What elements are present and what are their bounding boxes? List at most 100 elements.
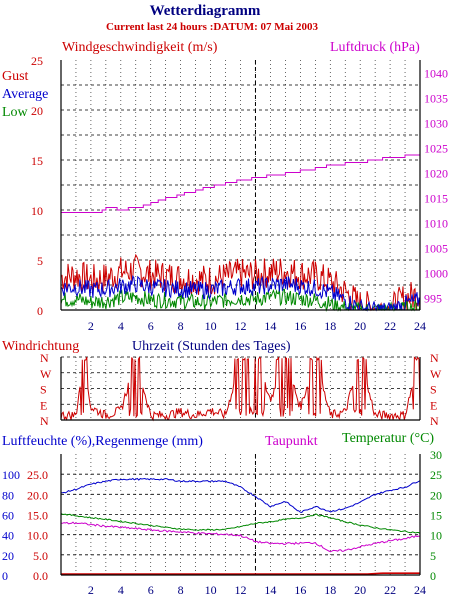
hour-tick-label: 18 (324, 319, 336, 333)
humidity-frame (60, 454, 421, 576)
humidity-series-line (61, 477, 421, 514)
direction-tick-label: N (430, 351, 439, 365)
hour-tick-label: 2 (88, 583, 94, 597)
humidity-grid (61, 454, 420, 575)
rain-tick-label: 10.0 (27, 529, 48, 543)
pressure-tick-label: 995 (424, 292, 442, 306)
wind-speed-tick-label: 5 (37, 254, 43, 268)
direction-tick-label: N (40, 414, 49, 428)
hour-tick-label: 6 (148, 319, 154, 333)
pressure-tick-label: 1040 (424, 67, 448, 81)
wind-series (60, 154, 421, 312)
pressure-tick-label: 1020 (424, 167, 448, 181)
temperature-ticks: 0 5 10 15 20 25 30 (430, 448, 442, 583)
pressure-ticks: 995 1000 1005 1010 1015 1020 1025 1030 1035 1040 (424, 67, 448, 306)
pressure-tick-label: 1025 (424, 142, 448, 156)
hour-tick-label: 4 (118, 319, 124, 333)
humidity-tick-label: 40 (2, 529, 14, 543)
hour-tick-label: 8 (178, 583, 184, 597)
humidity-series (60, 477, 421, 575)
temperature-tick-label: 10 (430, 529, 442, 543)
humidity-tick-label: 0 (2, 569, 8, 583)
legend-low: Low (2, 105, 29, 120)
temperature-tick-label: 5 (430, 549, 436, 563)
wind-speed-tick-label: 20 (31, 104, 43, 118)
pressure-axis-label: Luftdruck (hPa) (330, 40, 420, 55)
direction-frame (60, 357, 421, 421)
hour-tick-label: 22 (384, 319, 396, 333)
hour-tick-label: 6 (148, 583, 154, 597)
hour-tick-label: 14 (264, 583, 276, 597)
rain-tick-label: 0.0 (33, 569, 48, 583)
legend-dewpoint: Taupunkt (265, 434, 318, 449)
hour-tick-label: 2 (88, 319, 94, 333)
rain-tick-label: 5.0 (33, 549, 48, 563)
wind-pressure-panel: Windgeschwindigkeit (m/s) Luftdruck (hPa… (2, 40, 448, 333)
wind-direction-axis-label: Windrichtung (2, 339, 79, 354)
wind-speed-tick-label: 0 (37, 304, 43, 318)
hour-tick-label: 22 (384, 583, 396, 597)
hour-tick-label: 14 (264, 319, 276, 333)
wind-series-gust (60, 253, 421, 312)
direction-tick-label: N (40, 351, 49, 365)
hour-tick-label: 16 (294, 319, 306, 333)
direction-tick-label: S (430, 383, 437, 397)
hour-tick-label: 12 (235, 319, 247, 333)
rain-ticks: 0.0 5.0 10.0 15.0 20.0 25.0 (27, 468, 48, 583)
temperature-tick-label: 30 (430, 448, 442, 462)
pressure-tick-label: 1010 (424, 217, 448, 231)
legend-average: Average (2, 87, 48, 102)
pressure-series-line (61, 154, 420, 213)
rain-tick-label: 20.0 (27, 488, 48, 502)
hour-tick-label: 24 (414, 319, 426, 333)
temperature-tick-label: 25 (430, 468, 442, 482)
pressure-tick-label: 1015 (424, 192, 448, 206)
hour-tick-label: 10 (205, 319, 217, 333)
direction-series (60, 356, 421, 422)
wind-direction-panel: Windrichtung Uhrzeit (Stunden des Tages)… (2, 339, 442, 428)
wind-speed-tick-label: 15 (31, 154, 43, 168)
humidity-tick-label: 60 (2, 509, 14, 523)
rain-tick-label: 25.0 (27, 468, 48, 482)
temperature-tick-label: 20 (430, 488, 442, 502)
direction-tick-label: E (430, 398, 437, 412)
legend-gust: Gust (2, 69, 29, 84)
pressure-tick-label: 1000 (424, 267, 448, 281)
page-title: Wetterdiagramm (150, 3, 261, 19)
wind-series-average (60, 274, 421, 312)
rain-series-line (61, 572, 420, 575)
hour-tick-label: 4 (118, 583, 124, 597)
humidity-tick-label: 100 (2, 468, 20, 482)
wind-direction-series (60, 356, 421, 422)
hour-tick-label: 24 (414, 583, 426, 597)
dewpoint-series-line (61, 521, 421, 553)
wind-speed-ticks: 0 5 10 15 20 25 (31, 54, 43, 318)
humidity-ticks: 0 20 40 60 80 100 (2, 468, 20, 583)
temperature-axis-label: Temperatur (°C) (342, 431, 434, 446)
hour-tick-label: 12 (235, 583, 247, 597)
wind-speed-axis-label: Windgeschwindigkeit (m/s) (62, 40, 218, 55)
hour-axis-label: Uhrzeit (Stunden des Tages) (132, 339, 291, 354)
humidity-rain-axis-label: Luftfeuchte (%),Regenmenge (mm) (2, 434, 203, 449)
humidity-hour-ticks: 2 4 6 8 10 12 14 16 18 20 22 24 (88, 583, 426, 597)
pressure-tick-label: 1005 (424, 242, 448, 256)
wind-frame (60, 60, 421, 311)
hour-tick-label: 18 (324, 583, 336, 597)
direction-tick-label: S (40, 383, 47, 397)
direction-tick-label: E (40, 398, 47, 412)
hour-tick-label: 20 (354, 319, 366, 333)
pressure-tick-label: 1030 (424, 117, 448, 131)
temperature-series-line (60, 512, 421, 534)
direction-tick-label: W (430, 367, 442, 381)
pressure-tick-label: 1035 (424, 92, 448, 106)
humidity-temperature-panel: Luftfeuchte (%),Regenmenge (mm) Taupunkt… (2, 431, 442, 597)
direction-tick-label: W (40, 367, 52, 381)
humidity-tick-label: 80 (2, 488, 14, 502)
hour-tick-label: 16 (294, 583, 306, 597)
hour-tick-label: 20 (354, 583, 366, 597)
temperature-tick-label: 15 (430, 509, 442, 523)
humidity-tick-label: 20 (2, 549, 14, 563)
